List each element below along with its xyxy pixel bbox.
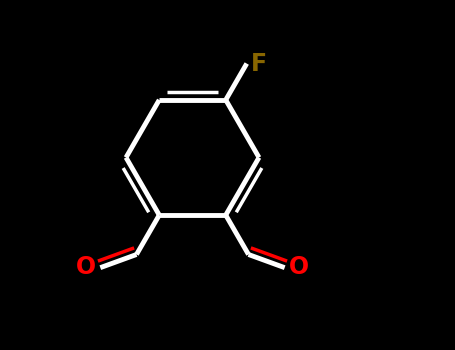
Text: O: O — [289, 255, 309, 279]
Text: O: O — [76, 255, 96, 279]
Text: F: F — [251, 51, 267, 76]
